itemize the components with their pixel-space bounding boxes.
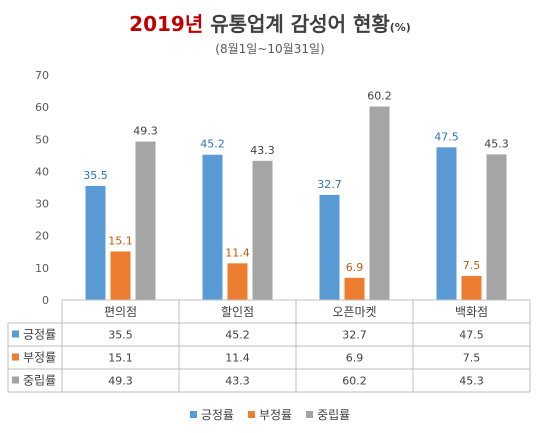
bar xyxy=(436,147,457,300)
table-cell: 32.7 xyxy=(342,329,367,342)
table-cell: 49.3 xyxy=(108,375,133,388)
table-cell: 45.2 xyxy=(225,329,250,342)
data-label: 45.2 xyxy=(200,138,225,151)
bar xyxy=(135,141,156,300)
table-cell: 43.3 xyxy=(225,375,250,388)
chart-title-year: 2019년 xyxy=(129,12,204,36)
chart-title-unit: (%) xyxy=(389,21,411,34)
bar xyxy=(369,106,390,300)
category-label: 할인점 xyxy=(221,305,254,319)
chart-legend: 긍정률 부정률 중립률 xyxy=(0,406,540,423)
table-series-name: 중립률 xyxy=(23,374,56,388)
data-label: 45.3 xyxy=(484,137,509,150)
data-label: 47.5 xyxy=(434,130,459,143)
table-cell: 60.2 xyxy=(342,375,367,388)
y-tick-label: 20 xyxy=(35,230,49,243)
table-series-name: 부정률 xyxy=(23,351,56,365)
table-cell: 6.9 xyxy=(346,352,364,365)
y-tick-label: 0 xyxy=(42,294,49,307)
legend-swatch xyxy=(189,411,197,418)
data-label: 43.3 xyxy=(250,144,275,157)
legend-swatch xyxy=(247,411,255,418)
bar xyxy=(85,185,106,300)
table-series-name: 긍정률 xyxy=(23,328,56,342)
data-label: 6.9 xyxy=(346,261,364,274)
data-label: 49.3 xyxy=(133,125,158,138)
legend-label: 부정률 xyxy=(258,408,293,422)
table-cell: 45.3 xyxy=(459,375,484,388)
table-cell: 7.5 xyxy=(463,352,481,365)
table-series-swatch xyxy=(12,330,19,338)
y-tick-label: 30 xyxy=(35,198,49,211)
table-series-swatch xyxy=(12,353,19,361)
table-cell: 11.4 xyxy=(225,352,250,365)
data-label: 7.5 xyxy=(463,259,481,272)
bar xyxy=(202,154,223,300)
y-tick-label: 60 xyxy=(35,101,49,114)
category-label: 오픈마켓 xyxy=(332,305,376,319)
y-tick-label: 70 xyxy=(35,69,49,82)
data-label: 35.5 xyxy=(83,169,108,182)
y-tick-label: 10 xyxy=(35,262,49,275)
y-tick-label: 50 xyxy=(35,133,49,146)
category-label: 백화점 xyxy=(455,305,488,319)
bar xyxy=(486,154,507,300)
data-label: 15.1 xyxy=(108,234,133,247)
y-tick-label: 40 xyxy=(35,165,49,178)
bar xyxy=(227,263,248,300)
chart-title: 2019년 유통업계 감성어 현황(%) xyxy=(0,8,540,37)
bar xyxy=(461,275,482,300)
legend-item: 중립률 xyxy=(306,406,350,423)
data-label: 32.7 xyxy=(317,178,342,191)
table-cell: 35.5 xyxy=(108,329,133,342)
legend-label: 중립률 xyxy=(317,408,351,422)
bar xyxy=(344,277,365,300)
table-cell: 47.5 xyxy=(459,329,484,342)
bar xyxy=(110,251,131,300)
bar xyxy=(319,194,340,300)
legend-item: 부정률 xyxy=(247,406,293,423)
data-label: 11.4 xyxy=(225,246,250,259)
chart-title-text: 유통업계 감성어 현황 xyxy=(210,12,390,36)
legend-item: 긍정률 xyxy=(189,406,234,423)
category-label: 편의점 xyxy=(104,305,137,319)
legend-swatch xyxy=(306,411,314,418)
bar xyxy=(252,160,273,300)
legend-label: 긍정률 xyxy=(200,408,234,422)
data-label: 60.2 xyxy=(367,90,392,103)
table-series-swatch xyxy=(12,376,19,384)
table-cell: 15.1 xyxy=(108,352,133,365)
chart-subtitle: (8월1일~10월31일) xyxy=(215,42,325,56)
